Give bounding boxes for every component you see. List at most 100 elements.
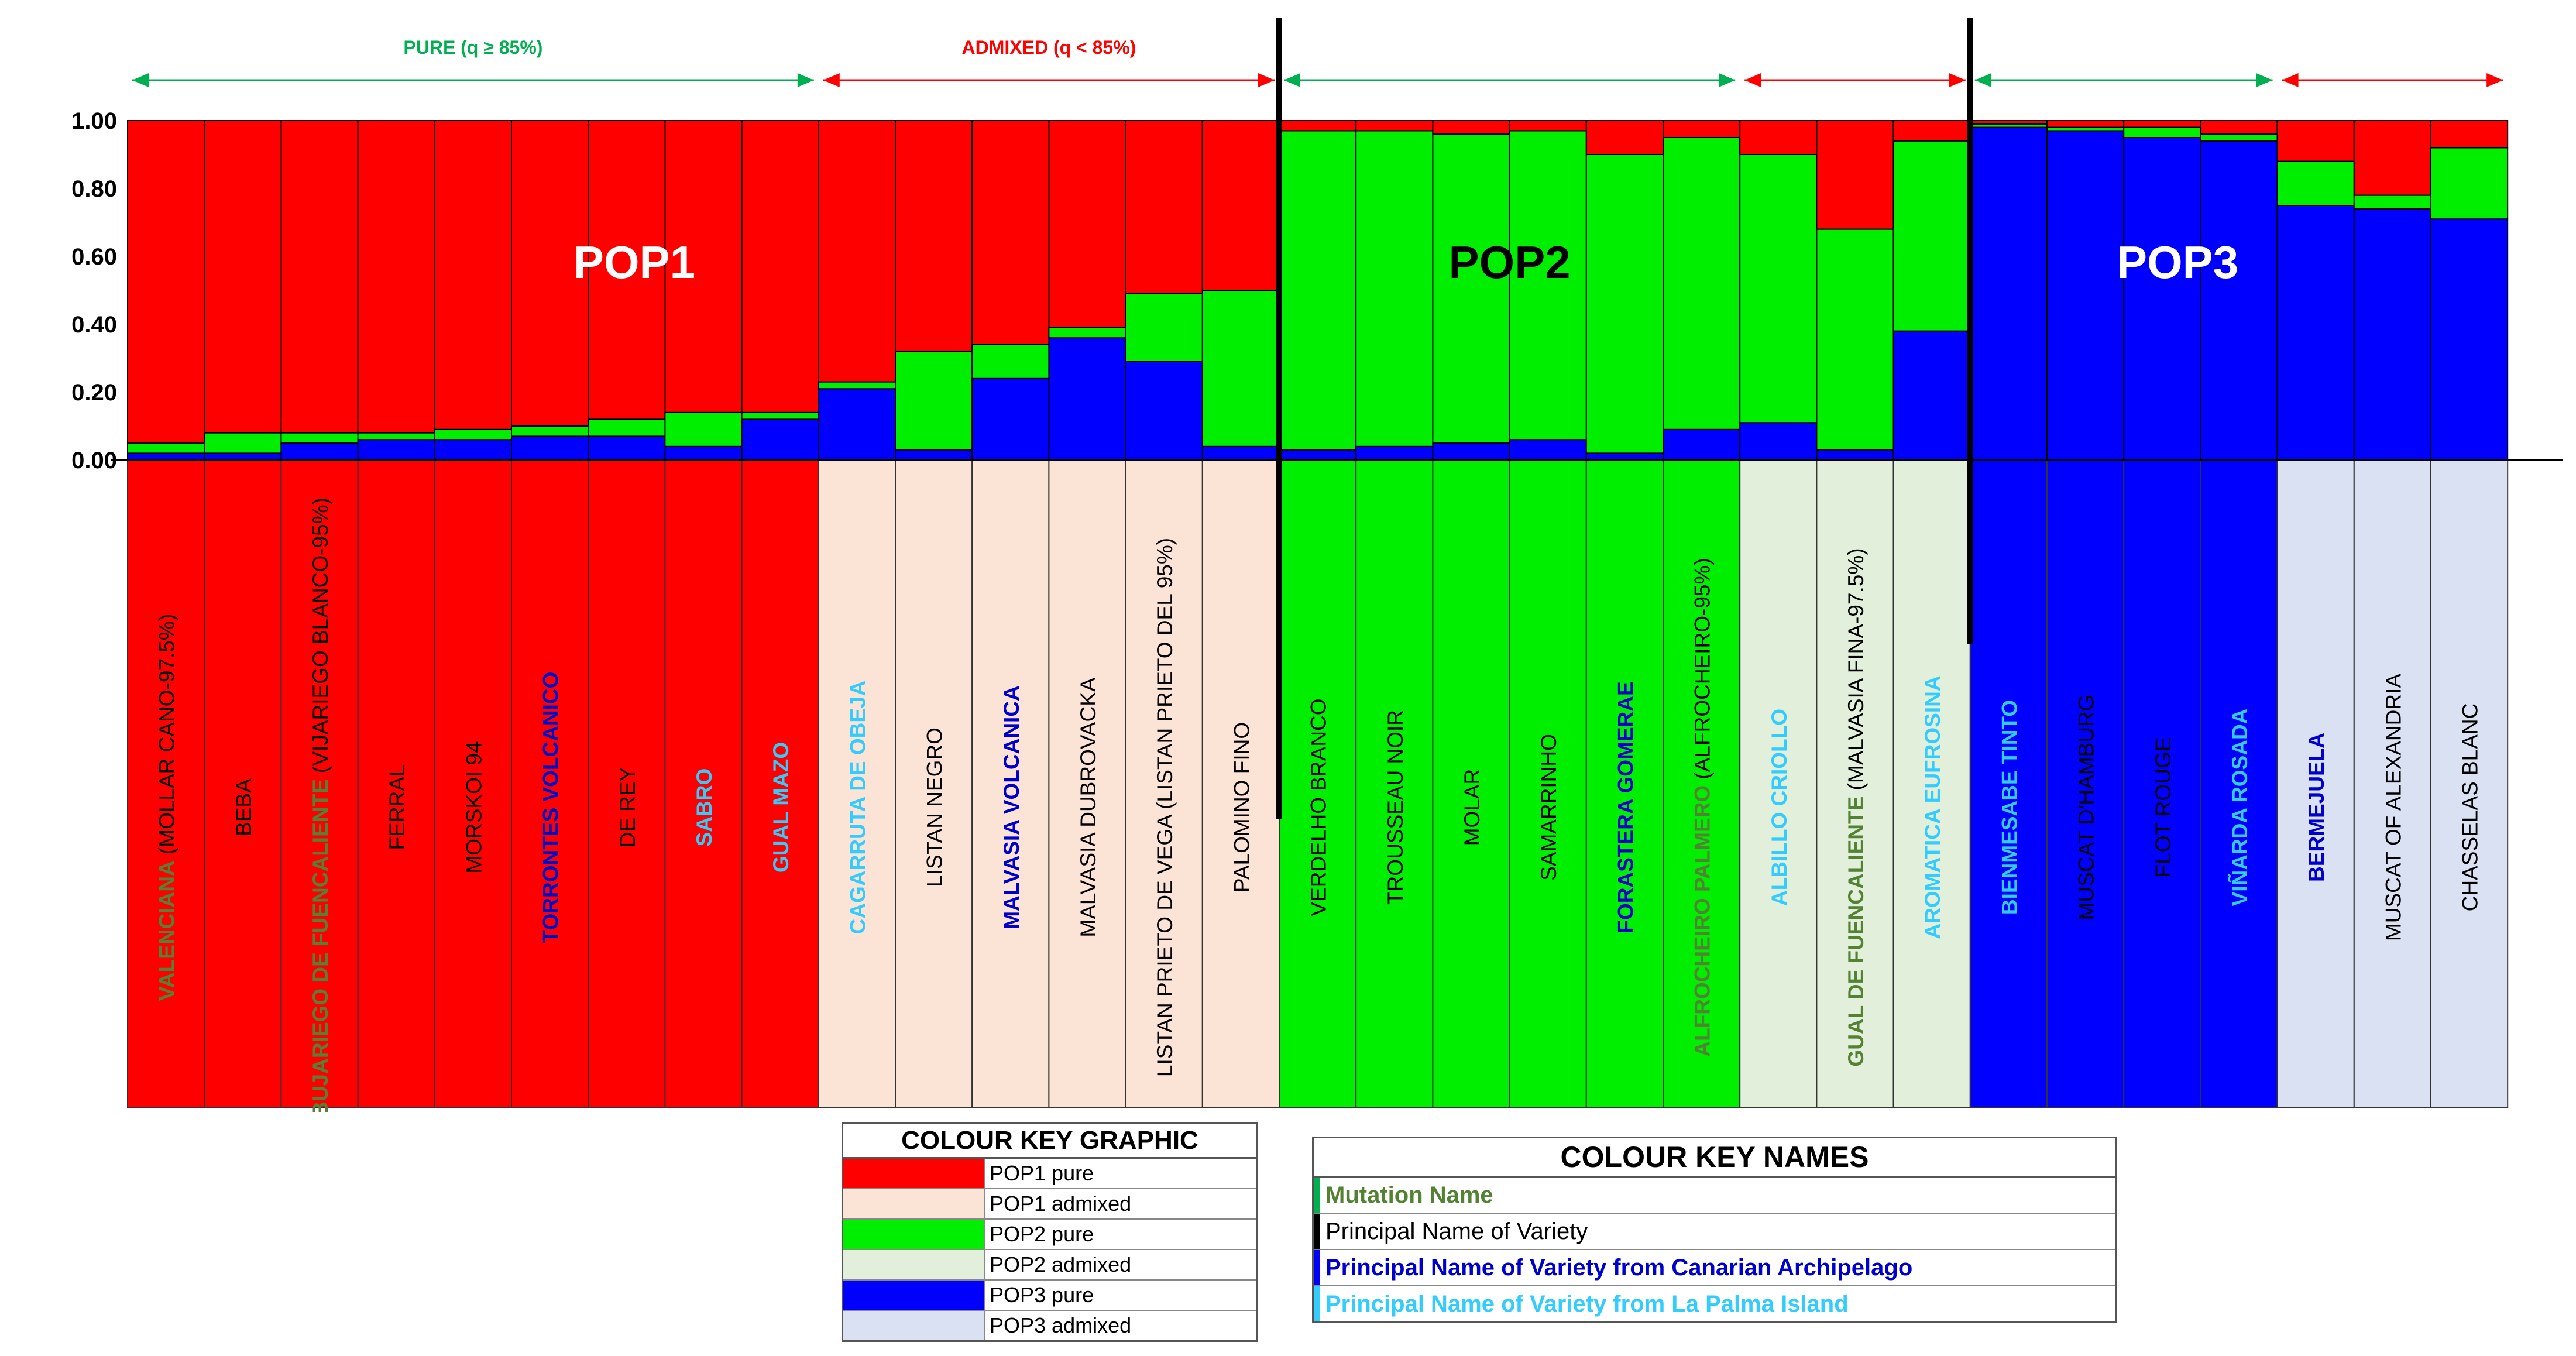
bar-segment-pop1 — [1201, 120, 1280, 291]
bar-segment-pop2 — [2200, 133, 2278, 142]
bar-segment-pop3 — [1125, 361, 1203, 461]
variety-label: BEBA — [232, 778, 256, 836]
bar-segment-pop1 — [280, 120, 359, 434]
variety-name-suffix: (ALFROCHEIRO-95%) — [1691, 558, 1715, 785]
variety-name: FORASTERA GOMERAE — [1613, 681, 1637, 933]
label-cell — [1125, 459, 1203, 1108]
variety-label: MUSCAT D'HAMBURG — [2074, 695, 2098, 921]
variety-name: MORSKOI 94 — [462, 741, 486, 873]
bar-segment-pop1 — [895, 120, 973, 352]
group-arrowhead-left — [1744, 73, 1761, 87]
bar-segment-pop3 — [1892, 330, 1971, 461]
variety-label: MUSCAT OF ALEXANDRIA — [2381, 674, 2405, 941]
label-cell — [1816, 459, 1894, 1108]
bar-segment-pop2 — [1739, 154, 1818, 424]
bar-group: GUAL DE FUENCALIENTE (MALVASIA FINA-97.5… — [1816, 120, 1894, 1108]
bar-segment-pop1 — [2200, 120, 2278, 135]
bar-group: MALVASIA VOLCANICA — [971, 120, 1050, 1108]
bar-segment-pop2 — [1585, 154, 1664, 454]
variety-name: CHASSELAS BLANC — [2458, 703, 2482, 912]
variety-name: TORRONTES VOLCANICO — [539, 672, 563, 943]
bar-group: BUJARIEGO DE FUENCALIENTE (VIJARIEGO BLA… — [280, 120, 359, 1112]
variety-label: CHASSELAS BLANC — [2458, 703, 2482, 912]
group-arrowhead-right — [1949, 73, 1966, 87]
variety-name: MOLAR — [1460, 769, 1484, 846]
group-arrowhead-left — [2282, 73, 2299, 87]
variety-name: ALBILLO CRIOLLO — [1767, 709, 1791, 906]
label-cell — [357, 459, 435, 1108]
bar-segment-pop2 — [818, 381, 897, 390]
bar-segment-pop3 — [971, 377, 1050, 461]
bar-segment-pop1 — [1816, 120, 1894, 230]
variety-name: VERDELHO BRANCO — [1307, 698, 1331, 916]
bar-segment-pop3 — [741, 418, 819, 461]
key-name-label: Principal Name of Variety — [1325, 1218, 1588, 1244]
bar-group: FERRAL — [357, 120, 435, 1108]
variety-label: MALVASIA DUBROVACKA — [1076, 677, 1100, 937]
bar-segment-pop2 — [1663, 137, 1741, 430]
y-tick-label: 0.00 — [71, 448, 117, 473]
structure-chart: 0.00 0.20 0.40 0.60 0.80 1.00 VALENCIANA (MOLL… — [71, 18, 2563, 1112]
bar-segment-pop3 — [1816, 449, 1894, 461]
variety-name: FLOT ROUGE — [2151, 737, 2175, 878]
bar-group: BIENMESABE TINTO — [1969, 120, 2048, 1108]
key-name-row: Principal Name of Variety from Canarian … — [1314, 1250, 2115, 1286]
label-cell — [511, 459, 589, 1108]
variety-name: BERMEJUELA — [2304, 733, 2328, 882]
variety-label: BERMEJUELA — [2304, 733, 2328, 882]
bar-group: MORSKOI 94 — [434, 120, 512, 1108]
variety-label: ALFROCHEIRO PALMERO (ALFROCHEIRO-95%) — [1691, 558, 1715, 1056]
bar-segment-pop2 — [1509, 130, 1587, 441]
bar-segment-pop1 — [1663, 120, 1741, 138]
cluster-label: POP1 — [573, 236, 695, 288]
variety-name: MALVASIA DUBROVACKA — [1076, 677, 1100, 937]
bar-segment-pop3 — [588, 435, 666, 461]
bar-group: ALFROCHEIRO PALMERO (ALFROCHEIRO-95%) — [1663, 120, 1741, 1108]
bar-group: VALENCIANA (MOLLAR CANO-97.5%) — [127, 120, 205, 1108]
variety-label: FERRAL — [385, 765, 409, 850]
label-cell — [818, 459, 897, 1108]
variety-label: MORSKOI 94 — [462, 741, 486, 873]
variety-name-suffix: (VIJARIEGO BLANCO-95%) — [308, 497, 332, 779]
key-name-label: Principal Name of Variety from La Palma … — [1325, 1290, 1849, 1317]
variety-label: PALOMINO FINO — [1229, 722, 1253, 892]
key-row: POP3 pure — [843, 1281, 1256, 1311]
variety-label: MALVASIA VOLCANICA — [1000, 685, 1023, 929]
bar-group: BEBA — [204, 120, 282, 1108]
bar-segment-pop2 — [1279, 130, 1357, 451]
bar-group: LISTAN PRIETO DE VEGA (LISTAN PRIETO DEL… — [1125, 120, 1203, 1108]
y-tick-label: 0.80 — [71, 176, 117, 202]
bar-segment-pop1 — [2123, 120, 2201, 128]
label-cell — [1279, 459, 1357, 1108]
label-cell — [2430, 459, 2509, 1108]
variety-name: SABRO — [692, 768, 716, 847]
variety-name: LISTAN NEGRO — [923, 727, 947, 887]
bar-segment-pop2 — [2276, 160, 2355, 207]
variety-label: VERDELHO BRANCO — [1307, 698, 1331, 916]
variety-label: FORASTERA GOMERAE — [1613, 681, 1637, 933]
bar-segment-pop2 — [2353, 194, 2432, 210]
y-tick-label: 0.40 — [71, 312, 117, 338]
bar-segment-pop3 — [434, 439, 512, 461]
variety-label: SAMARRINHO — [1537, 734, 1561, 881]
bar-group: CHASSELAS BLANC — [2430, 120, 2509, 1108]
bar-group: SABRO — [664, 120, 743, 1108]
key-row: POP1 admixed — [843, 1189, 1256, 1220]
group-arrowhead-left — [1974, 73, 1991, 87]
variety-label: BIENMESABE TINTO — [1997, 700, 2021, 915]
bar-group: BERMEJUELA — [2276, 120, 2355, 1108]
key-name-label: Principal Name of Variety from Canarian … — [1325, 1254, 1913, 1281]
label-cell — [971, 459, 1050, 1108]
key-row: POP2 admixed — [843, 1250, 1256, 1281]
group-arrowhead-right — [797, 73, 814, 87]
group-annotation-label: ADMIXED (q < 85%) — [961, 37, 1136, 58]
key-label: POP3 admixed — [990, 1313, 1132, 1337]
bar-segment-pop2 — [280, 432, 359, 444]
bar-group: TORRONTES VOLCANICO — [511, 120, 589, 1108]
variety-label: CAGARRUTA DE OBEJA — [846, 681, 870, 935]
bar-group: MUSCAT OF ALEXANDRIA — [2353, 120, 2432, 1108]
bar-segment-pop3 — [1509, 439, 1587, 461]
bar-segment-pop1 — [127, 120, 205, 444]
bar-segment-pop3 — [895, 449, 973, 461]
label-cell — [2046, 459, 2125, 1108]
